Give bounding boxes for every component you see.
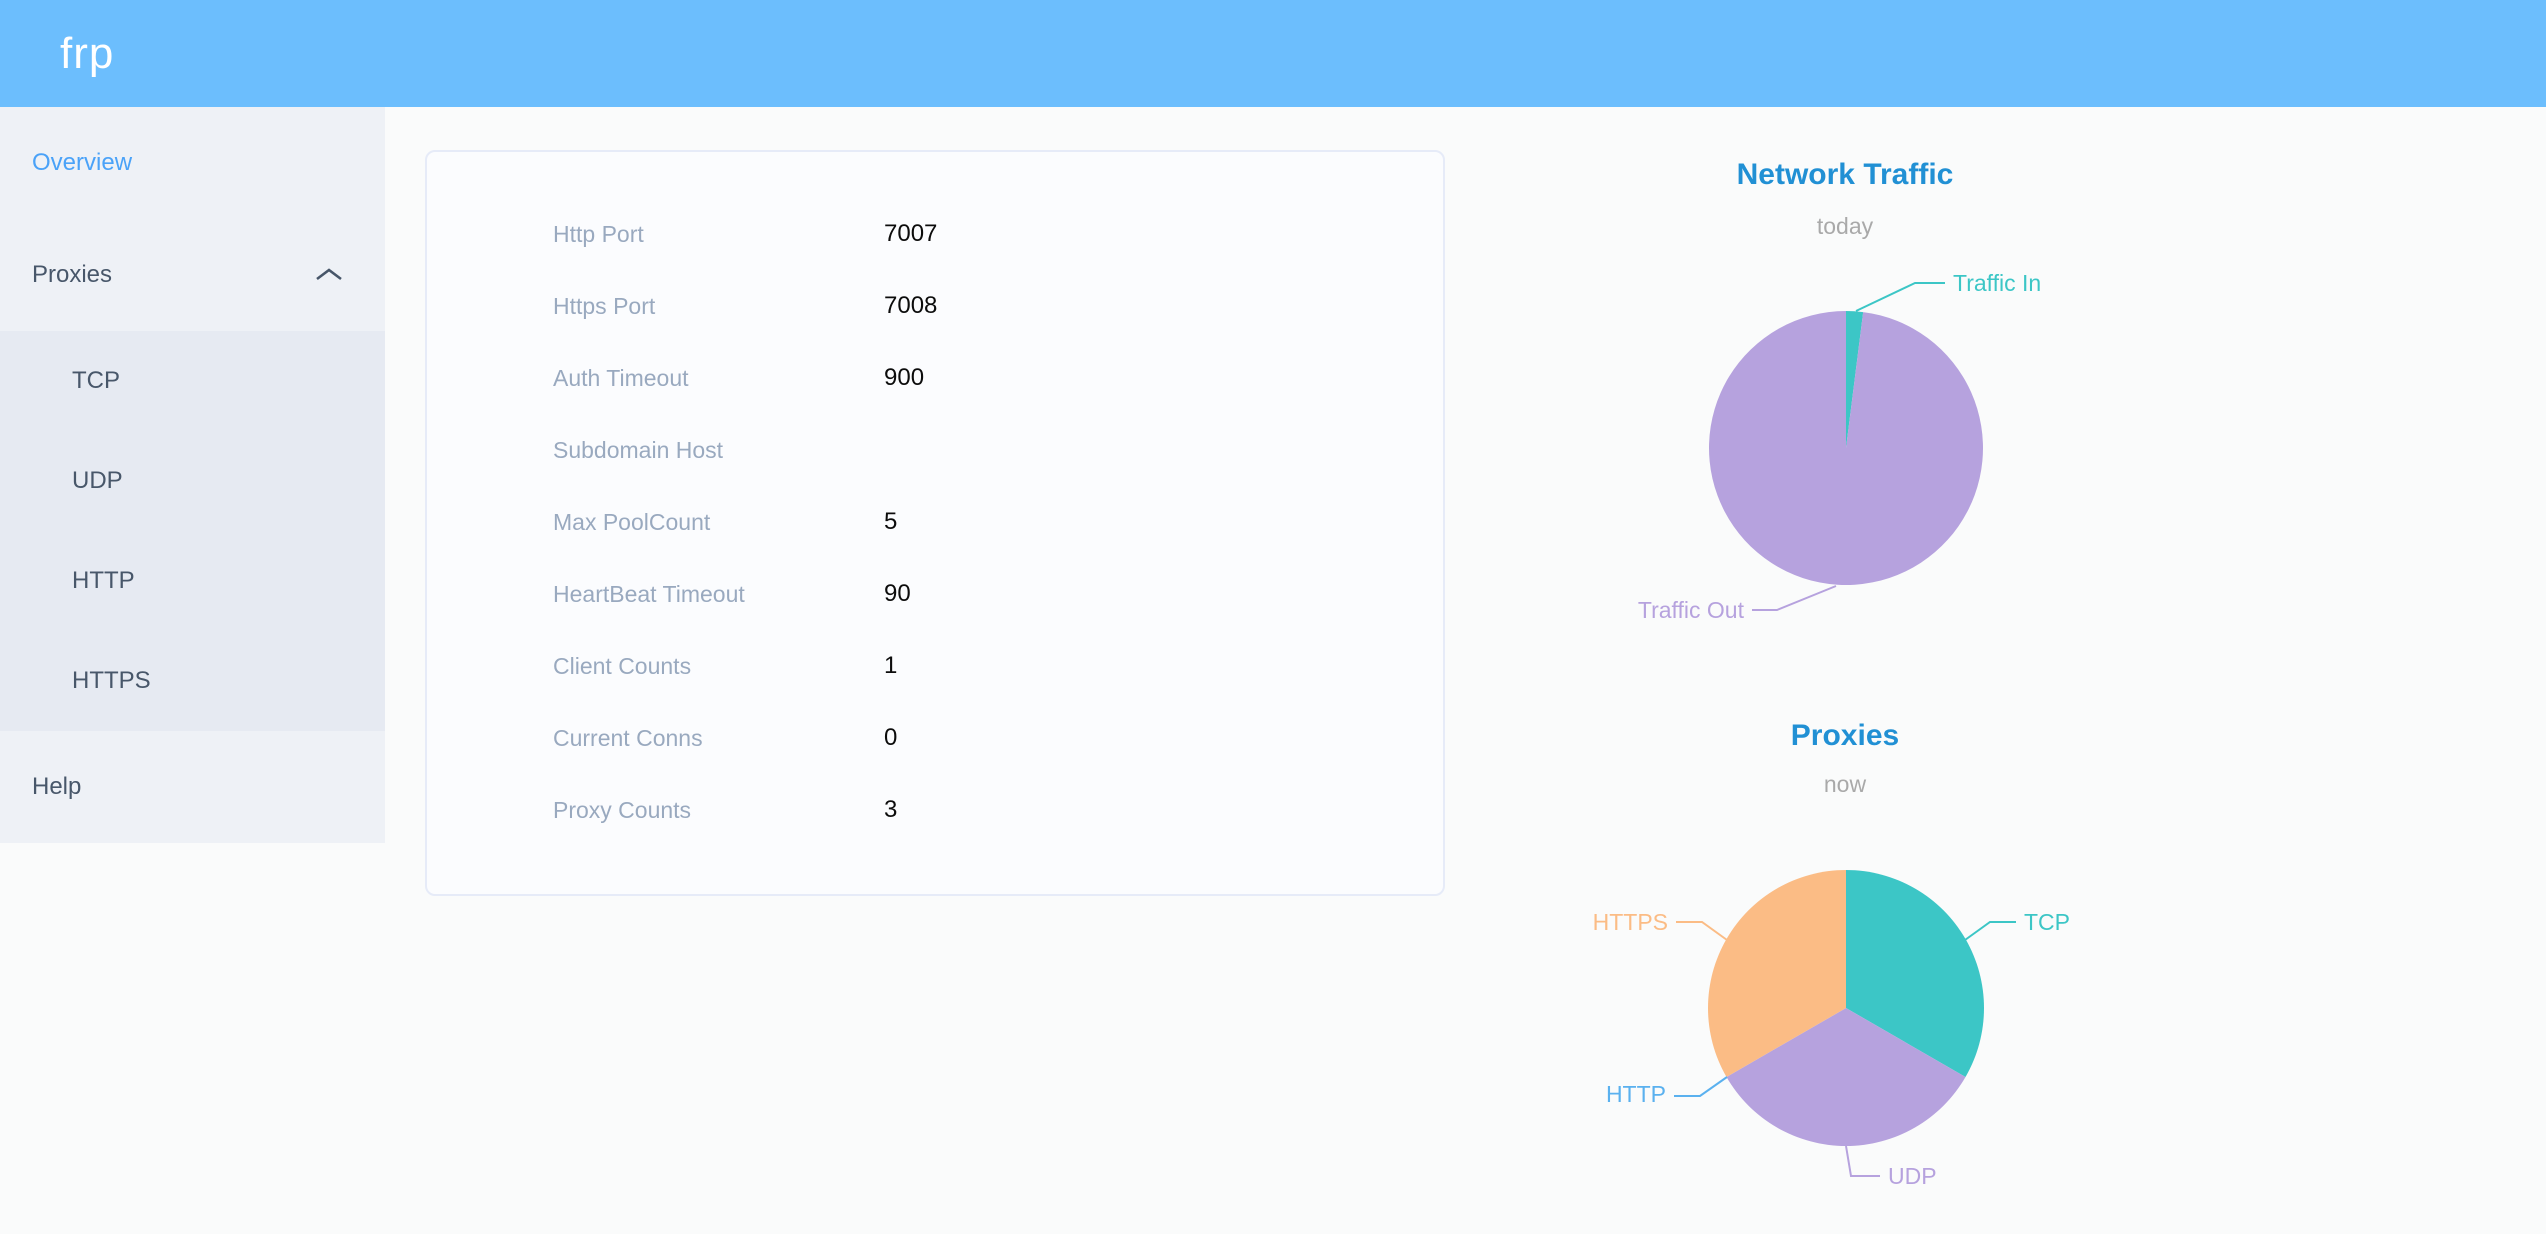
pie-label-udp: UDP [1888,1163,1937,1189]
row-value: 7007 [884,220,938,247]
sidebar-item-label: HTTPS [72,667,151,694]
sidebar-item-label: TCP [72,367,120,394]
overview-card: Http Port 7007 Https Port 7008 Auth Time… [425,150,1445,896]
sidebar-item-proxies[interactable]: Proxies [0,219,385,331]
row-label: Client Counts [553,652,692,679]
sidebar-item-udp[interactable]: UDP [0,431,385,531]
table-row: Proxy Counts 3 [427,774,1443,846]
row-value: 900 [884,364,925,391]
sidebar: Overview Proxies TCP UDP HTTP HTTPS Help [0,107,385,843]
pie-slice-https[interactable] [1708,870,1846,1077]
pie-label-traffic-in: Traffic In [1953,270,2041,296]
pie-label-line-https [1676,921,1728,941]
table-row: Client Counts 1 [427,630,1443,702]
pie-label-http: HTTP [1606,1081,1666,1107]
sidebar-item-http[interactable]: HTTP [0,531,385,631]
network-traffic-title: Network Traffic [1736,158,1954,191]
proxies-submenu: TCP UDP HTTP HTTPS [0,331,385,731]
pie-label-tcp: TCP [2024,909,2070,935]
pie-slice-traffic-out[interactable] [1708,311,1983,585]
row-label: Current Conns [553,724,703,751]
table-row: Auth Timeout 900 [427,342,1443,414]
chevron-up-icon[interactable] [315,261,343,289]
row-value: 90 [884,580,911,607]
pie-label-https: HTTPS [1593,909,1668,935]
sidebar-item-https[interactable]: HTTPS [0,631,385,731]
proxies-title: Proxies [1790,719,1900,752]
row-label: Subdomain Host [553,436,724,463]
row-label: Https Port [553,292,656,319]
sidebar-item-tcp[interactable]: TCP [0,331,385,431]
header-bar: frp [0,0,2546,107]
row-value: 1 [884,652,898,679]
row-label: Http Port [553,220,644,247]
table-row: Http Port 7007 [427,198,1443,270]
pie-label-line-traffic-in [1855,282,1945,312]
sidebar-item-label: Help [32,773,82,800]
sidebar-item-label: HTTP [72,567,135,594]
pie-label-line-udp [1845,1145,1880,1177]
table-row: HeartBeat Timeout 90 [427,558,1443,630]
pie-slice-tcp[interactable] [1846,870,1984,1077]
pie-label-line-http [1674,1076,1728,1097]
row-label: Max PoolCount [553,508,711,535]
row-value: 5 [884,508,898,535]
row-label: Auth Timeout [553,364,689,391]
sidebar-item-label: Overview [32,149,133,176]
pie-label-traffic-out: Traffic Out [1638,597,1745,623]
network-traffic-subtitle: today [1816,213,1874,239]
table-row: Https Port 7008 [427,270,1443,342]
table-row: Subdomain Host [427,414,1443,486]
sidebar-item-overview[interactable]: Overview [0,107,385,219]
overview-rows: Http Port 7007 Https Port 7008 Auth Time… [427,152,1443,846]
row-label: HeartBeat Timeout [553,580,745,607]
proxies-pie: TCP UDP HTTP HTTPS [1593,870,2070,1189]
sidebar-item-help[interactable]: Help [0,731,385,843]
frp-logo: frp [60,29,115,78]
pie-slice-traffic-in[interactable] [1846,311,1864,448]
table-row: Max PoolCount 5 [427,486,1443,558]
network-traffic-pie: Traffic In Traffic Out [1638,270,2041,623]
pie-label-line-traffic-out [1752,585,1837,611]
proxies-subtitle: now [1823,771,1867,797]
row-value: 3 [884,796,898,823]
pie-label-line-tcp [1964,921,2016,941]
sidebar-item-label: Proxies [32,261,113,288]
row-value: 7008 [884,292,938,319]
row-label: Proxy Counts [553,796,692,823]
table-row: Current Conns 0 [427,702,1443,774]
sidebar-item-label: UDP [72,467,123,494]
row-value: 0 [884,724,898,751]
